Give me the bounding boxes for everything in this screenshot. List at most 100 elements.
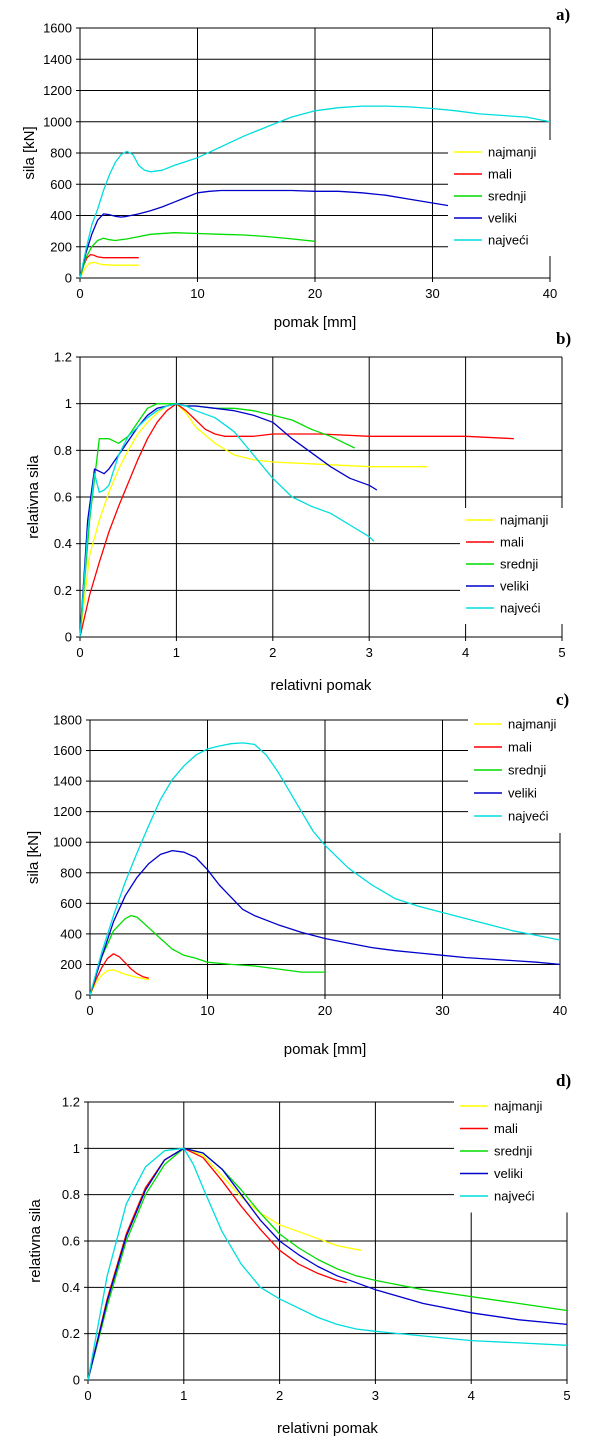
legend-background <box>468 712 594 833</box>
x-tick-label: 2 <box>269 645 276 660</box>
legend-entry: srednji <box>488 189 526 204</box>
series-line-mali <box>79 253 139 279</box>
x-axis-title: relativni pomak <box>277 1420 378 1437</box>
y-tick-label: 800 <box>60 865 82 880</box>
x-tick-label: 20 <box>308 286 322 301</box>
y-tick-label: 600 <box>50 177 72 192</box>
y-tick-label: 0.6 <box>62 1234 80 1249</box>
legend-entry: mali <box>488 167 512 182</box>
series-line-srednji <box>87 1147 568 1381</box>
x-tick-label: 1 <box>180 1388 187 1403</box>
y-axis-title: sila [kN] <box>25 831 42 884</box>
x-tick-label: 30 <box>435 1003 449 1018</box>
legend-entry: najmanji <box>488 145 537 160</box>
y-tick-label: 1.2 <box>54 350 72 365</box>
legend-entry: najveći <box>488 233 529 248</box>
y-tick-label: 1600 <box>53 743 82 758</box>
legend-entry: najveći <box>500 601 541 616</box>
series-line-najmanji <box>79 261 139 279</box>
chart-panel-1: a) 0 200 400 600 800 1000 1200 1400 1600 0 10 20 30 40… <box>21 5 580 331</box>
panel-label: a) <box>556 5 570 24</box>
y-tick-label: 0 <box>75 988 82 1003</box>
y-axis-title: sila [kN] <box>21 126 38 179</box>
y-tick-label: 0.2 <box>54 583 72 598</box>
legend-entry: veliki <box>508 786 537 801</box>
legend-entry: srednji <box>494 1144 532 1159</box>
chart-panel-2: b) 0 0.2 0.4 0.6 0.8 1 1.2 0 1 2 3 4 5 relativni pomak… <box>25 329 592 694</box>
legend-entry: najmanji <box>494 1099 543 1114</box>
legend-background <box>454 1094 586 1213</box>
panel-label: c) <box>556 690 569 709</box>
series-line-veliki <box>89 849 561 996</box>
y-tick-label: 0.2 <box>62 1326 80 1341</box>
legend: najmanji mali srednji veliki najveći <box>454 1094 586 1213</box>
x-tick-label: 2 <box>276 1388 283 1403</box>
y-tick-label: 0.4 <box>54 536 72 551</box>
series-line-veliki <box>87 1147 568 1381</box>
x-tick-label: 0 <box>76 286 83 301</box>
x-tick-label: 10 <box>190 286 204 301</box>
chart-panel-4: d) 0 0.2 0.4 0.6 0.8 1 1.2 0 1 2 3 4 5 relativni pomak… <box>27 1071 586 1437</box>
legend-entry: najmanji <box>508 717 557 732</box>
y-tick-label: 0.4 <box>62 1280 80 1295</box>
x-tick-label: 5 <box>558 645 565 660</box>
x-tick-label: 40 <box>543 286 557 301</box>
y-tick-label: 1 <box>65 396 72 411</box>
y-tick-label: 1400 <box>53 774 82 789</box>
x-tick-label: 20 <box>318 1003 332 1018</box>
x-tick-label: 3 <box>366 645 373 660</box>
series-line-najveći <box>87 1147 568 1381</box>
legend-entry: mali <box>508 740 532 755</box>
y-tick-label: 400 <box>60 926 82 941</box>
y-tick-label: 1000 <box>43 114 72 129</box>
x-tick-label: 40 <box>553 1003 567 1018</box>
legend-entry: veliki <box>488 211 517 226</box>
legend-entry: mali <box>500 535 524 550</box>
panel-label: d) <box>556 1071 571 1090</box>
legend-entry: najmanji <box>500 513 549 528</box>
panel-label: b) <box>556 329 571 348</box>
series-line-najmanji <box>79 403 427 638</box>
y-tick-label: 1800 <box>53 713 82 728</box>
x-tick-label: 3 <box>372 1388 379 1403</box>
y-tick-label: 1 <box>73 1141 80 1156</box>
x-tick-label: 0 <box>76 645 83 660</box>
x-axis-title: pomak [mm] <box>274 314 357 331</box>
legend-entry: veliki <box>494 1166 523 1181</box>
y-tick-label: 1200 <box>43 83 72 98</box>
series-line-najveći <box>79 105 551 279</box>
legend-entry: srednji <box>500 557 538 572</box>
x-tick-label: 0 <box>84 1388 91 1403</box>
x-tick-label: 1 <box>173 645 180 660</box>
legend-entry: najveći <box>508 809 549 824</box>
legend-entry: mali <box>494 1121 518 1136</box>
legend-background <box>448 140 580 256</box>
y-tick-label: 0.6 <box>54 490 72 505</box>
y-tick-label: 200 <box>50 239 72 254</box>
y-tick-label: 0.8 <box>54 443 72 458</box>
x-tick-label: 30 <box>425 286 439 301</box>
y-axis-title: relativna sila <box>25 455 42 539</box>
series-line-mali <box>79 403 514 638</box>
y-tick-label: 1600 <box>43 21 72 36</box>
series-line-veliki <box>79 189 457 279</box>
series-line-srednji <box>79 232 316 279</box>
series-line-srednji <box>79 403 355 638</box>
legend: najmanji mali srednji veliki najveći <box>460 508 592 624</box>
y-tick-label: 1.2 <box>62 1095 80 1110</box>
x-tick-label: 4 <box>462 645 469 660</box>
y-tick-label: 0 <box>65 271 72 286</box>
y-tick-label: 200 <box>60 957 82 972</box>
series-line-mali <box>87 1147 347 1381</box>
y-tick-label: 1000 <box>53 835 82 850</box>
legend-entry: najveći <box>494 1189 535 1204</box>
x-tick-label: 5 <box>563 1388 570 1403</box>
x-tick-label: 4 <box>468 1388 475 1403</box>
y-tick-label: 0 <box>65 630 72 645</box>
legend: najmanji mali srednji veliki najveći <box>468 712 594 833</box>
series-line-najmanji <box>89 969 149 996</box>
y-tick-label: 0 <box>73 1373 80 1388</box>
y-tick-label: 800 <box>50 146 72 161</box>
x-axis-title: pomak [mm] <box>284 1041 367 1058</box>
